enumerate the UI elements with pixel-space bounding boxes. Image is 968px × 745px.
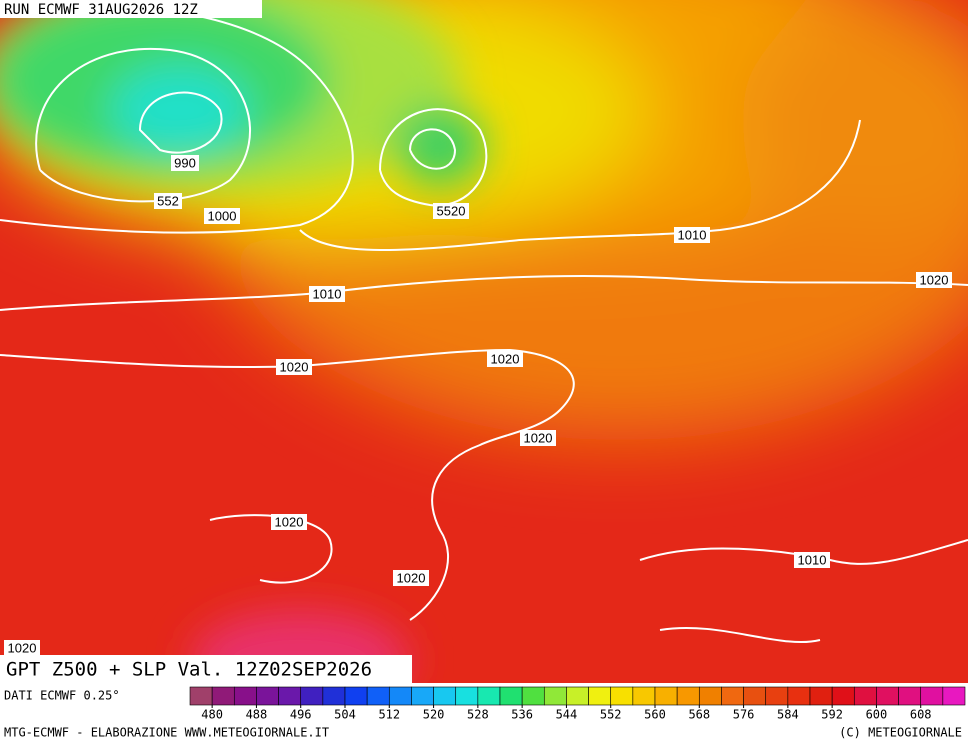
- contour-label: 552: [157, 193, 179, 208]
- color-swatch: [344, 686, 368, 706]
- color-swatch: [411, 686, 434, 706]
- colorbar-tick-label: 560: [644, 708, 666, 722]
- color-swatch: [211, 686, 235, 706]
- run-label: RUN ECMWF 31AUG2026 12Z: [4, 2, 198, 18]
- contour-label: 1020: [275, 514, 304, 529]
- colorbar-source: DATI ECMWF 0.25°: [4, 689, 120, 703]
- color-swatch: [743, 686, 767, 706]
- contour-label-bg: [309, 286, 345, 302]
- footer-right: (C) METEOGIORNALE: [839, 726, 962, 740]
- contour-label-bg: [4, 640, 40, 656]
- color-swatch: [876, 686, 899, 706]
- contour-label-bg: [916, 272, 952, 288]
- color-swatch: [898, 686, 922, 706]
- color-swatch: [388, 686, 412, 706]
- contour-label: 1010: [798, 552, 827, 567]
- colorbar-tick-label: 600: [866, 708, 888, 722]
- colorbar-tick-label: 584: [777, 708, 799, 722]
- contour-label: 1020: [920, 272, 949, 287]
- contour-label: 5520: [437, 203, 466, 218]
- colorbar-tick-label: 592: [821, 708, 843, 722]
- map-field: [0, 0, 968, 683]
- contour-label: 1020: [8, 640, 37, 655]
- contour-label: 1020: [491, 351, 520, 366]
- contour-label-bg: [520, 430, 556, 446]
- color-swatch: [233, 686, 257, 706]
- color-swatch: [831, 686, 855, 706]
- contour-label-bg: [271, 514, 307, 530]
- contour-label-bg: [276, 359, 312, 375]
- title-box: [0, 655, 412, 683]
- colorbar-tick-label: 520: [423, 708, 445, 722]
- colorbar-tick-label: 504: [334, 708, 356, 722]
- color-swatch: [477, 686, 501, 706]
- colorbar-tick-label: 496: [290, 708, 312, 722]
- color-swatch: [366, 686, 390, 706]
- contour-label-bg: [154, 193, 182, 209]
- color-swatch: [721, 686, 744, 706]
- color-swatch: [189, 686, 213, 706]
- contours: [0, 5, 968, 644]
- contour-label-bg: [393, 570, 429, 586]
- colorbar-tick-label: 608: [910, 708, 932, 722]
- contour-label-bg: [204, 208, 240, 224]
- colorbar-tick-label: 536: [511, 708, 533, 722]
- color-swatch: [853, 686, 877, 706]
- colorbar-tick-label: 552: [600, 708, 622, 722]
- color-swatch: [588, 686, 612, 706]
- contour-label-bg: [433, 203, 469, 219]
- footer-left: MTG-ECMWF - ELABORAZIONE WWW.METEOGIORNA…: [4, 726, 329, 740]
- contour-label-bg: [487, 351, 523, 367]
- colorbar-tick-label: 528: [467, 708, 489, 722]
- colorbar-tick-label: 480: [201, 708, 223, 722]
- color-swatch: [809, 686, 833, 706]
- color-swatch: [632, 686, 656, 706]
- contour-label: 1000: [208, 208, 237, 223]
- color-swatch: [455, 686, 479, 706]
- color-swatch: [499, 686, 523, 706]
- contour-label-bg: [171, 155, 199, 171]
- color-swatch: [521, 686, 545, 706]
- color-swatch: [698, 686, 722, 706]
- color-swatch: [765, 686, 789, 706]
- contour-label: 990: [174, 155, 196, 170]
- contour-label: 1020: [524, 430, 553, 445]
- contour-label: 1020: [397, 570, 426, 585]
- colorbar-tick-label: 512: [378, 708, 400, 722]
- map-title: GPT Z500 + SLP Val. 12Z02SEP2026: [6, 659, 372, 681]
- color-swatch: [566, 686, 589, 706]
- color-swatch: [787, 686, 811, 706]
- color-swatch: [256, 686, 279, 706]
- color-swatch: [300, 686, 324, 706]
- colorbar-tick-label: 568: [688, 708, 710, 722]
- color-swatch: [942, 686, 966, 706]
- color-swatch: [654, 686, 678, 706]
- color-swatch: [433, 686, 457, 706]
- run-box: [0, 0, 262, 18]
- color-swatch: [322, 686, 346, 706]
- contour-label: 1020: [280, 359, 309, 374]
- colorbar-tick-label: 544: [556, 708, 578, 722]
- color-swatch: [610, 686, 634, 706]
- color-swatch: [676, 686, 700, 706]
- colorbar-tick-label: 576: [733, 708, 755, 722]
- contour-label-bg: [674, 227, 710, 243]
- contour-label: 1010: [313, 286, 342, 301]
- contour-label-bg: [794, 552, 830, 568]
- color-swatch: [278, 686, 302, 706]
- contour-label: 1010: [678, 227, 707, 242]
- color-swatch: [543, 686, 567, 706]
- color-swatch: [920, 686, 944, 706]
- colorbar-tick-label: 488: [246, 708, 268, 722]
